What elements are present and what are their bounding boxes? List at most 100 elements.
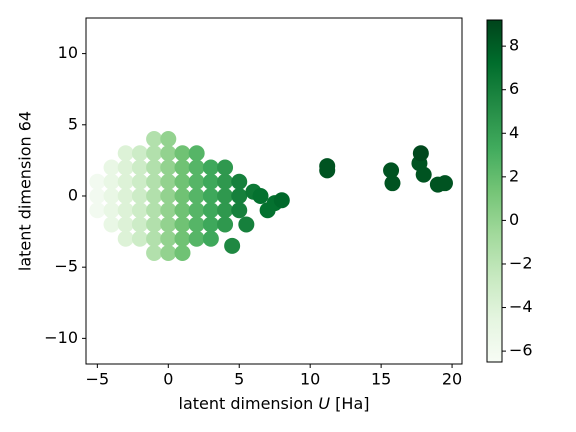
x-tick-label: 10	[300, 370, 320, 389]
point	[146, 131, 163, 148]
point	[160, 159, 177, 176]
plot-frame	[85, 17, 463, 365]
point	[89, 202, 106, 219]
point	[103, 159, 120, 176]
point	[231, 187, 248, 204]
y-tick-label: 5	[68, 114, 78, 133]
point	[117, 230, 134, 247]
point	[146, 145, 163, 162]
point	[146, 230, 163, 247]
point	[103, 187, 120, 204]
point	[117, 187, 134, 204]
point	[174, 230, 191, 247]
point	[146, 244, 163, 261]
point	[146, 216, 163, 233]
point	[174, 145, 191, 162]
point	[146, 159, 163, 176]
y-tick-label: 0	[68, 185, 78, 204]
point	[174, 159, 191, 176]
colorbar-tick-label: 8	[509, 36, 519, 55]
colorbar-tick-label: 6	[509, 79, 519, 98]
point	[131, 230, 148, 247]
point	[188, 159, 205, 176]
colorbar-tick-label: −4	[509, 297, 533, 316]
y-tick-label: −5	[54, 257, 78, 276]
point	[217, 187, 234, 204]
point	[131, 159, 148, 176]
point	[202, 173, 219, 190]
x-tick-label: 15	[371, 370, 391, 389]
point	[174, 202, 191, 219]
point	[252, 187, 269, 204]
point	[131, 145, 148, 162]
point	[384, 175, 401, 192]
x-axis-label: latent dimension U [Ha]	[179, 394, 370, 413]
y-axis-label: latent dimension 64	[16, 111, 35, 271]
point	[412, 145, 429, 162]
point	[217, 159, 234, 176]
point	[231, 202, 248, 219]
point	[160, 131, 177, 148]
point	[188, 230, 205, 247]
point	[174, 187, 191, 204]
colorbar-tick-label: −2	[509, 253, 533, 272]
point	[202, 202, 219, 219]
colorbar-tick-label: 4	[509, 123, 519, 142]
point	[131, 187, 148, 204]
point	[273, 192, 290, 209]
point	[202, 187, 219, 204]
point	[415, 166, 432, 183]
x-tick-label: 0	[163, 370, 173, 389]
point	[188, 216, 205, 233]
point	[160, 202, 177, 219]
point	[217, 202, 234, 219]
point	[117, 173, 134, 190]
point	[131, 216, 148, 233]
point	[117, 216, 134, 233]
point	[117, 159, 134, 176]
point	[188, 187, 205, 204]
point	[146, 202, 163, 219]
point	[202, 230, 219, 247]
point	[188, 202, 205, 219]
point	[436, 175, 453, 192]
colorbar	[486, 19, 503, 363]
colorbar-tick-label: 0	[509, 210, 519, 229]
point	[103, 202, 120, 219]
point	[146, 173, 163, 190]
x-tick-label: −5	[86, 370, 110, 389]
point	[319, 162, 336, 179]
point	[217, 173, 234, 190]
point	[160, 216, 177, 233]
y-tick-label: −10	[44, 328, 78, 347]
point	[117, 145, 134, 162]
point	[131, 202, 148, 219]
point	[202, 216, 219, 233]
x-tick-label: 20	[442, 370, 462, 389]
point	[131, 173, 148, 190]
point	[174, 216, 191, 233]
point	[231, 173, 248, 190]
colorbar-tick-label: −6	[509, 341, 533, 360]
point	[160, 173, 177, 190]
y-tick-label: 10	[58, 43, 78, 62]
point	[174, 244, 191, 261]
point	[188, 145, 205, 162]
point	[202, 159, 219, 176]
point	[383, 162, 400, 179]
point	[89, 173, 106, 190]
point	[174, 173, 191, 190]
point	[188, 173, 205, 190]
point	[103, 173, 120, 190]
point	[103, 216, 120, 233]
point	[117, 202, 134, 219]
point	[238, 216, 255, 233]
point	[160, 187, 177, 204]
point	[160, 244, 177, 261]
x-tick-label: 5	[234, 370, 244, 389]
colorbar-tick-label: 2	[509, 166, 519, 185]
point	[89, 187, 106, 204]
point	[146, 187, 163, 204]
point	[224, 237, 241, 254]
